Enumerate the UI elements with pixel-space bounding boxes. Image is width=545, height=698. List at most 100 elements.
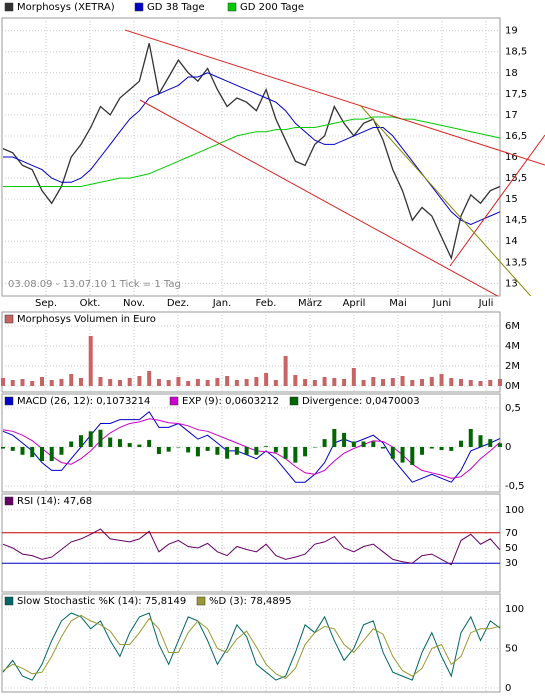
bar	[108, 379, 113, 386]
y-tick-label: 14,5	[505, 215, 527, 226]
panel-frame	[1, 593, 501, 693]
y-tick-label: 50	[505, 543, 518, 554]
bar	[478, 381, 483, 386]
bar	[498, 443, 502, 447]
legend-swatch	[4, 314, 14, 324]
bar	[478, 435, 483, 447]
bar	[98, 377, 103, 386]
y-tick-label: 70	[505, 528, 518, 539]
bar	[312, 380, 317, 386]
y-tick-label: 15	[505, 194, 518, 205]
bar	[137, 376, 142, 386]
y-tick-label: 13	[505, 278, 518, 289]
legend-label: GD 200 Tage	[240, 2, 304, 13]
bar	[410, 446, 415, 465]
bar	[195, 379, 200, 386]
bar	[468, 380, 473, 386]
x-tick-label: Nov.	[123, 298, 145, 309]
y-tick-label: 0,5	[505, 403, 521, 414]
series-line	[2, 528, 501, 566]
bar	[30, 381, 35, 386]
bar	[351, 368, 356, 386]
legend-label: EXP (9): 0,0603212	[182, 396, 279, 407]
panel-frame	[1, 393, 501, 493]
bar	[30, 446, 35, 458]
legend-label: Slow Stochastic %K (14): 75,8149	[17, 596, 186, 607]
legend-swatch	[4, 596, 14, 606]
y-tick-label: 16,5	[505, 131, 527, 142]
bar	[127, 443, 132, 447]
legend-swatch	[289, 396, 299, 406]
bar	[186, 381, 191, 386]
x-tick-label: März	[298, 298, 322, 309]
y-tick-label: 0	[505, 683, 511, 694]
bar	[78, 378, 83, 386]
bar	[225, 446, 230, 459]
bar	[303, 379, 308, 386]
y-tick-label: 13,5	[505, 257, 527, 268]
bar	[322, 377, 327, 386]
y-tick-label: 16	[505, 152, 518, 163]
date-range: 03.08.09 - 13.07.10 1 Tick = 1 Tag	[8, 279, 181, 290]
bar	[166, 446, 171, 452]
x-tick-label: Okt.	[80, 298, 101, 309]
legend-label: RSI (14): 47,68	[17, 496, 92, 507]
bar	[10, 380, 15, 386]
bar	[429, 446, 434, 449]
bar	[293, 375, 298, 386]
bar	[361, 441, 366, 447]
bar	[254, 446, 259, 455]
x-tick-label: Mai	[389, 298, 407, 309]
x-tick-label: April	[343, 298, 366, 309]
bar	[429, 377, 434, 386]
bar	[410, 380, 415, 386]
legend-label: Morphosys Volumen in Euro	[17, 314, 156, 325]
y-tick-label: 6M	[505, 321, 520, 332]
series-line	[2, 612, 501, 681]
legend-swatch	[134, 2, 144, 12]
bar	[254, 377, 259, 386]
bar	[312, 446, 317, 448]
bar	[117, 380, 122, 386]
bar	[381, 379, 386, 386]
bar	[1, 378, 5, 386]
bar	[156, 379, 161, 386]
legend-label: MACD (26, 12): 0,1073214	[17, 396, 150, 407]
bar	[488, 380, 493, 386]
legend-swatch	[227, 2, 237, 12]
bar	[449, 446, 454, 451]
trend-line	[449, 134, 545, 267]
bar	[342, 379, 347, 386]
bar	[264, 446, 269, 447]
bar	[176, 377, 181, 386]
series-line	[2, 43, 501, 261]
x-tick-label: Juli	[478, 298, 494, 309]
bar	[371, 441, 376, 447]
legend-swatch	[4, 496, 14, 506]
y-tick-label: 18	[505, 68, 518, 79]
bar	[20, 446, 25, 455]
x-tick-label: Sep.	[35, 298, 57, 309]
bar	[420, 379, 425, 386]
y-tick-label: 15,5	[505, 173, 527, 184]
x-tick-label: Juni	[432, 298, 451, 309]
bar	[244, 446, 249, 455]
panel-frame	[1, 311, 501, 393]
bar	[273, 380, 278, 386]
legend-swatch	[4, 396, 14, 406]
bar	[166, 380, 171, 386]
bar	[293, 446, 298, 463]
panel-frame	[1, 493, 501, 593]
legend-label: %D (3): 78,4895	[209, 596, 291, 607]
bar	[98, 429, 103, 447]
bar	[49, 446, 54, 462]
bar	[390, 378, 395, 386]
bar	[205, 380, 210, 386]
bar	[156, 446, 161, 454]
bar	[439, 374, 444, 386]
y-tick-label: 17	[505, 110, 518, 121]
bar	[215, 378, 220, 386]
series-line	[3, 72, 501, 225]
y-tick-label: 17,5	[505, 89, 527, 100]
bar	[361, 380, 366, 386]
